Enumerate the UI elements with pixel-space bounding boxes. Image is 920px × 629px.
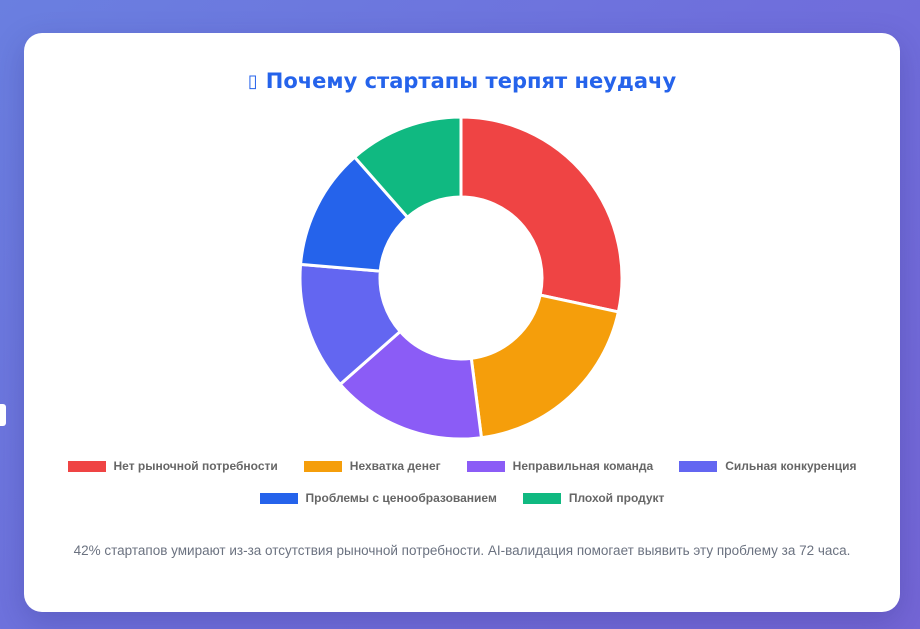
legend-swatch bbox=[522, 492, 561, 504]
legend-item[interactable]: Сильная конкуренция bbox=[679, 459, 856, 473]
legend-swatch bbox=[466, 460, 505, 472]
chart-title: ▯ Почему стартапы терпят неудачу bbox=[24, 69, 900, 93]
slice-6[interactable] bbox=[352, 115, 463, 220]
legend-label: Сильная конкуренция bbox=[725, 459, 857, 473]
legend-label: Неправильная команда bbox=[512, 459, 654, 473]
legend-swatch bbox=[679, 460, 718, 472]
legend-item[interactable]: Неправильная команда bbox=[466, 459, 654, 473]
legend-row-1: Нет рыночной потребности Нехватка денег Не… bbox=[24, 459, 900, 473]
slice-1[interactable] bbox=[459, 115, 624, 314]
legend-swatch bbox=[303, 460, 342, 472]
legend-item[interactable]: Плохой продукт bbox=[522, 491, 665, 505]
chart-title-text: Почему стартапы терпят неудачу bbox=[265, 69, 677, 93]
legend-label: Плохой продукт bbox=[568, 491, 665, 505]
legend-row-2: Проблемы с ценообразованием Плохой продук… bbox=[24, 491, 900, 505]
legend-item[interactable]: Нет рыночной потребности bbox=[67, 459, 278, 473]
legend-item[interactable]: Проблемы с ценообразованием bbox=[259, 491, 497, 505]
legend-label: Нехватка денег bbox=[349, 459, 441, 473]
legend-swatch bbox=[259, 492, 298, 504]
edge-handle[interactable] bbox=[0, 404, 6, 426]
footnote: 42% стартапов умирают из-за отсутствия р… bbox=[73, 543, 851, 558]
chart-icon: ▯ bbox=[247, 71, 258, 92]
legend-swatch bbox=[67, 460, 106, 472]
doughnut-chart bbox=[298, 115, 624, 441]
legend-label: Проблемы с ценообразованием bbox=[305, 491, 497, 505]
slice-2[interactable] bbox=[469, 293, 621, 440]
legend-item[interactable]: Нехватка денег bbox=[303, 459, 441, 473]
chart-card: ▯ Почему стартапы терпят неудачу Нет рыно… bbox=[24, 33, 900, 612]
legend-label: Нет рыночной потребности bbox=[113, 459, 278, 473]
